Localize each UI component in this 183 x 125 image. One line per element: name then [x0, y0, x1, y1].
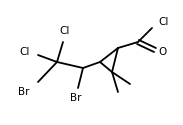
- Text: Cl: Cl: [60, 26, 70, 36]
- Text: Br: Br: [18, 87, 30, 97]
- Text: Br: Br: [70, 93, 82, 103]
- Text: Cl: Cl: [20, 47, 30, 57]
- Text: Cl: Cl: [158, 17, 168, 27]
- Text: O: O: [158, 47, 166, 57]
